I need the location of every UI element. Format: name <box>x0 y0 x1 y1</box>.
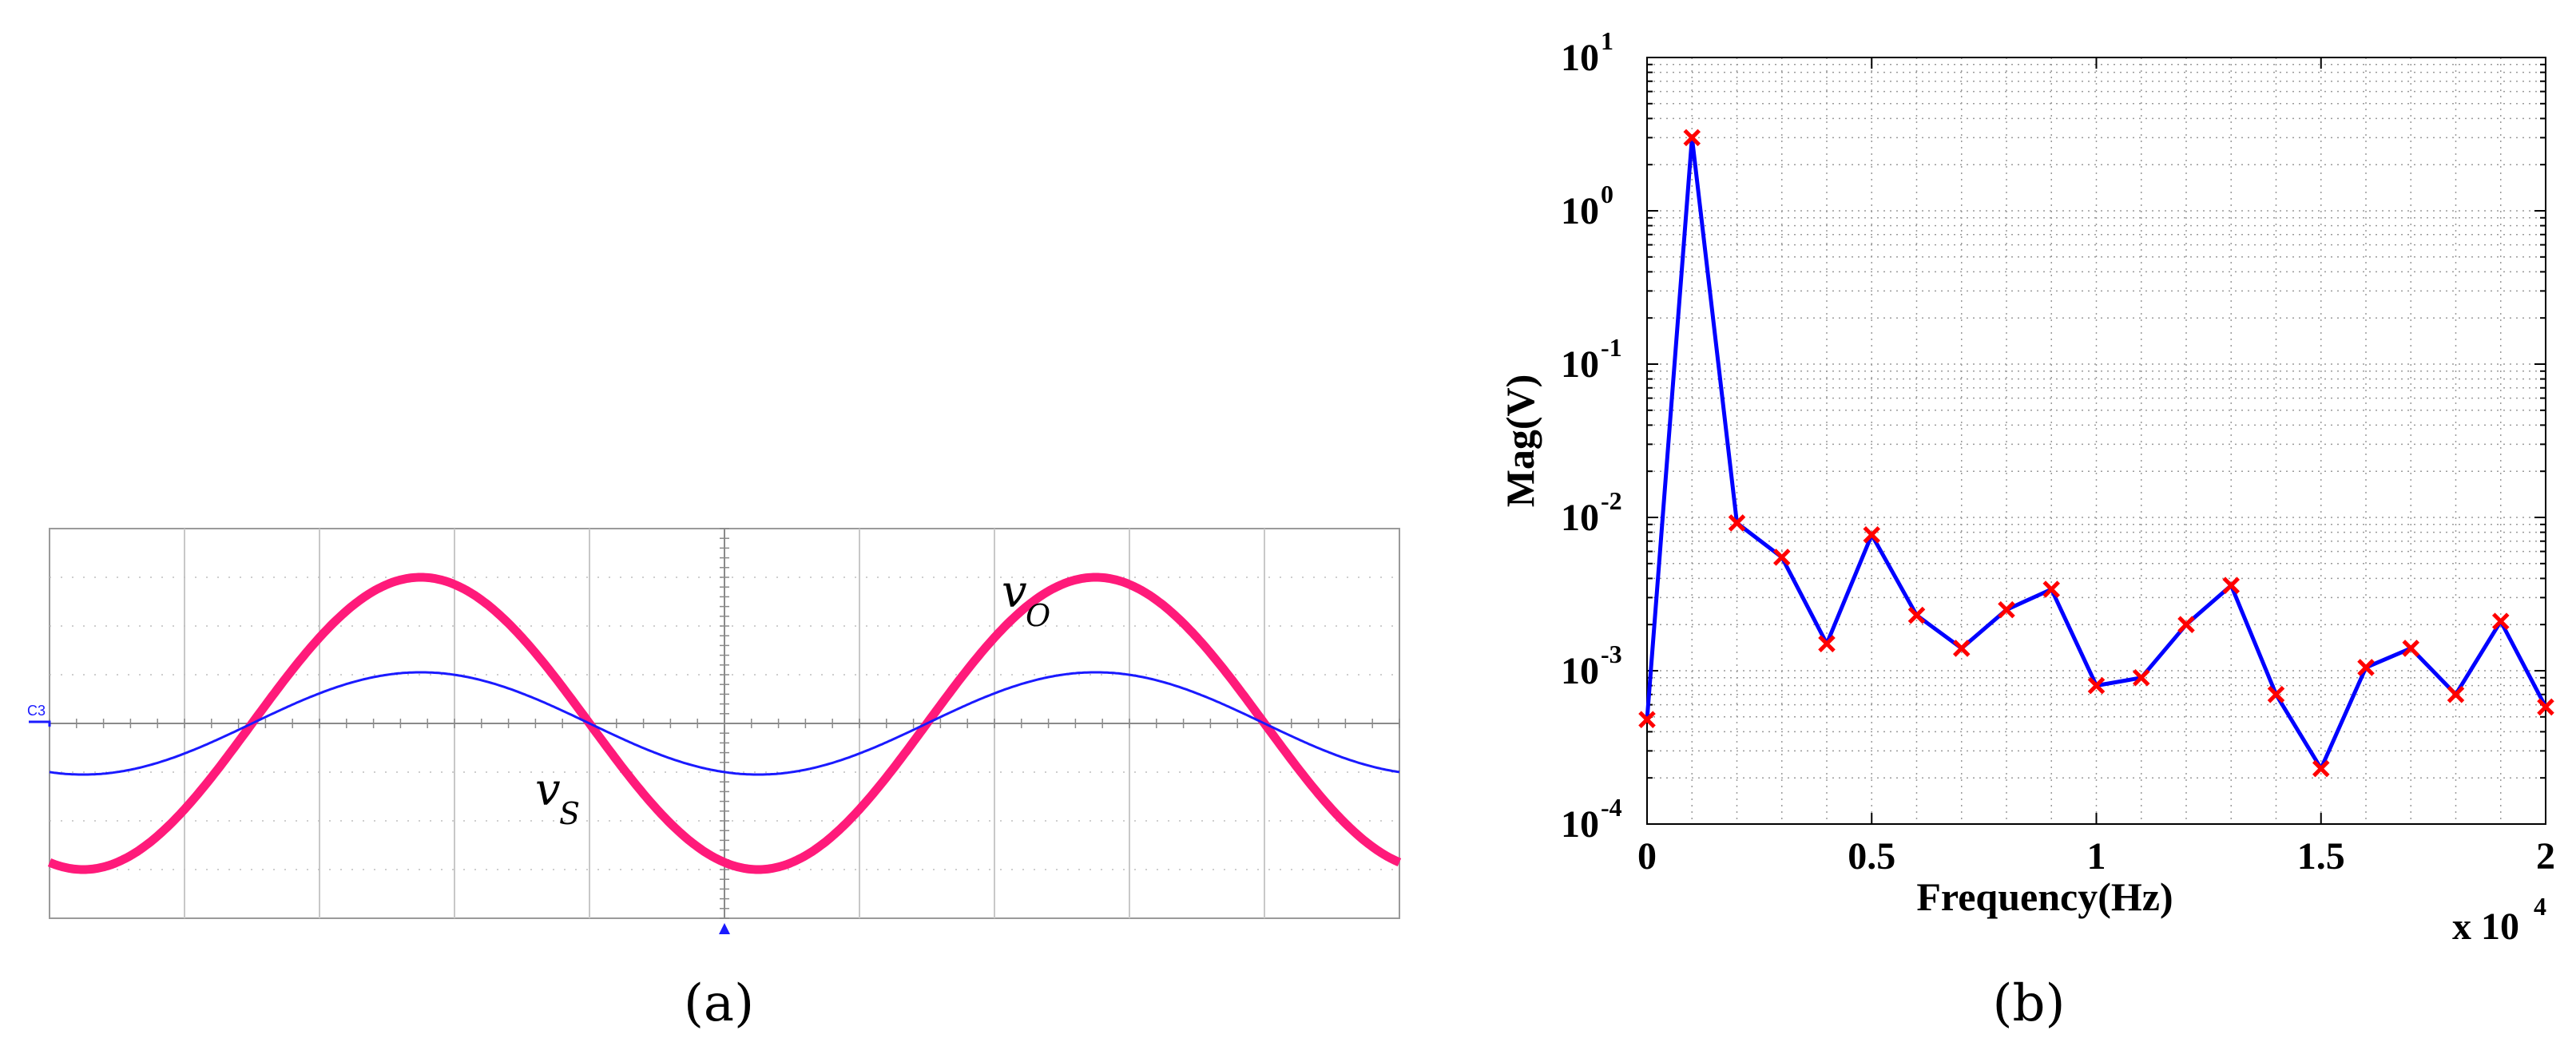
data-point-marker <box>1998 600 2015 619</box>
data-point-marker <box>2491 612 2510 630</box>
spectrum-grid <box>1647 57 2546 824</box>
x-tick-label: 2 <box>2536 835 2555 878</box>
x-tick-label: 1 <box>2087 835 2106 878</box>
y-tick-label: 10 -2 <box>1561 486 1622 539</box>
y-tick-exponent: -1 <box>1601 333 1622 362</box>
y-tick-base: 10 <box>1561 343 1599 386</box>
y-tick-base: 10 <box>1561 497 1599 539</box>
data-point-marker <box>2222 577 2241 594</box>
data-point-marker <box>1638 711 1656 728</box>
data-point-marker <box>2537 698 2554 716</box>
data-point-marker <box>1818 635 1836 652</box>
panel-a-caption: (a) <box>684 974 754 1033</box>
data-point-marker <box>1683 129 1701 147</box>
x-axis-label: Frequency(Hz) <box>1916 874 2173 919</box>
scope-curves <box>47 573 1402 874</box>
y-tick-label: 10 -4 <box>1561 793 1622 846</box>
data-point-marker <box>2312 759 2330 778</box>
y-tick-base: 10 <box>1561 37 1599 79</box>
data-point-marker <box>1907 606 1926 624</box>
curve-label-vs: v S <box>535 764 580 831</box>
y-tick-label: 10 1 <box>1561 26 1613 79</box>
curve-label-vo: v O <box>1002 566 1050 633</box>
panel-b-caption: (b) <box>1993 974 2066 1033</box>
data-point-marker <box>1952 640 1971 657</box>
svg-text:O: O <box>1026 598 1050 633</box>
data-point-marker <box>2087 676 2106 695</box>
x-multiplier: x 10 4 <box>2452 892 2546 948</box>
svg-text:S: S <box>559 796 580 831</box>
x-tick-label: 0.5 <box>1848 835 1895 878</box>
oscilloscope-chart: C3 v O v S (a) <box>27 528 1402 1033</box>
y-tick-exponent: -4 <box>1601 793 1622 822</box>
data-point-marker <box>2132 669 2150 687</box>
y-tick-base: 10 <box>1561 803 1599 846</box>
y-tick-exponent: 1 <box>1601 26 1613 55</box>
data-point-marker <box>1772 549 1791 566</box>
y-tick-base: 10 <box>1561 190 1599 232</box>
y-tick-exponent: -2 <box>1601 486 1622 515</box>
channel-marker-label: C3 <box>27 703 46 719</box>
y-tick-exponent: 0 <box>1601 180 1613 208</box>
channel-marker-arrow <box>29 720 51 727</box>
data-point-marker <box>2042 580 2061 598</box>
series-line-vs <box>49 671 1400 776</box>
data-point-marker <box>2267 685 2285 703</box>
panel-a: C3 v O v S (a) <box>27 528 1402 1033</box>
svg-text:x 10: x 10 <box>2452 905 2519 948</box>
svg-text:4: 4 <box>2534 892 2546 921</box>
y-tick-exponent: -3 <box>1601 640 1622 668</box>
y-axis-label: Mag(V) <box>1498 374 1542 508</box>
data-point-marker <box>2447 685 2465 703</box>
x-tick-label: 0 <box>1637 835 1657 878</box>
y-tick-base: 10 <box>1561 650 1599 692</box>
svg-text:v: v <box>1002 566 1027 618</box>
spectrum-series <box>1638 129 2554 778</box>
x-tick-label: 1.5 <box>2297 835 2345 878</box>
panel-b: 0 0.5 1 1.5 2 10 1 10 0 10 -1 10 -2 10 -3 10 -4 Mag(V) … <box>1406 0 2576 1054</box>
y-tick-label: 10 -1 <box>1561 333 1622 386</box>
data-point-marker <box>2357 659 2375 676</box>
data-point-marker <box>2177 616 2195 633</box>
series-line-vo <box>47 573 1402 874</box>
x-tick-labels: 0 0.5 1 1.5 2 <box>1637 57 2555 878</box>
data-point-marker <box>1863 526 1881 544</box>
svg-text:v: v <box>535 764 561 816</box>
y-tick-label: 10 0 <box>1561 180 1613 232</box>
y-tick-label: 10 -3 <box>1561 640 1622 692</box>
data-point-marker <box>2402 640 2420 657</box>
trigger-marker-icon <box>719 923 730 934</box>
data-point-marker <box>1728 514 1746 532</box>
